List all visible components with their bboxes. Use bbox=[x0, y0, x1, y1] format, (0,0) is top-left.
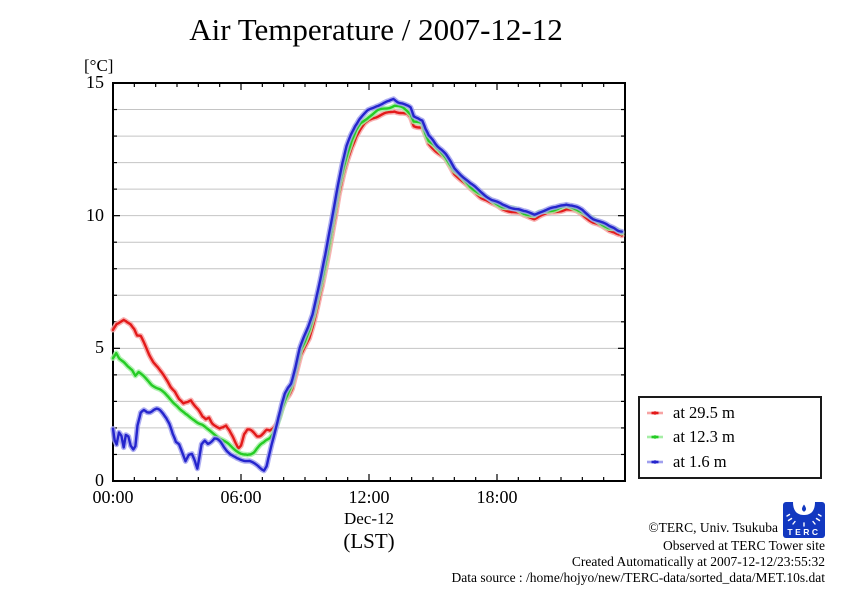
legend-label-29.5m: at 29.5 m bbox=[673, 403, 735, 423]
series-line-1.6m bbox=[111, 97, 623, 472]
legend-entry-12.3m: at 12.3 m bbox=[646, 427, 814, 447]
logo-droplet-shape bbox=[801, 504, 807, 512]
plot-frame bbox=[112, 82, 626, 482]
terc-logo-icon: TERC bbox=[783, 502, 825, 538]
legend-label-12.3m: at 12.3 m bbox=[673, 427, 735, 447]
data-source-text: Data source : /home/hojyo/new/TERC-data/… bbox=[451, 570, 825, 585]
observed-at-text: Observed at TERC Tower site bbox=[662, 538, 825, 553]
x-axis-timezone-label: (LST) bbox=[343, 529, 395, 553]
logo-rays bbox=[786, 513, 822, 527]
created-at-text: Created Automatically at 2007-12-12/23:5… bbox=[571, 554, 825, 569]
legend-entry-29.5m: at 29.5 m bbox=[646, 403, 814, 423]
legend-label-1.6m: at 1.6 m bbox=[673, 451, 727, 471]
legend-marker-12.3m-icon bbox=[647, 435, 663, 440]
chart-title: Air Temperature / 2007-12-12 bbox=[189, 12, 563, 47]
y-axis-unit-label: [°C] bbox=[84, 56, 114, 75]
copyright-text: ©TERC, Univ. Tsukuba bbox=[648, 520, 778, 535]
legend-marker-1.6m-icon bbox=[647, 460, 663, 464]
legend-marker-29.5m-icon bbox=[647, 411, 663, 415]
x-axis-date-label: Dec-12 bbox=[343, 509, 395, 528]
logo-text: TERC bbox=[787, 527, 820, 537]
legend: at 29.5 m at 12.3 m at 1.6 m bbox=[638, 396, 822, 479]
legend-entry-1.6m: at 1.6 m bbox=[646, 452, 814, 472]
